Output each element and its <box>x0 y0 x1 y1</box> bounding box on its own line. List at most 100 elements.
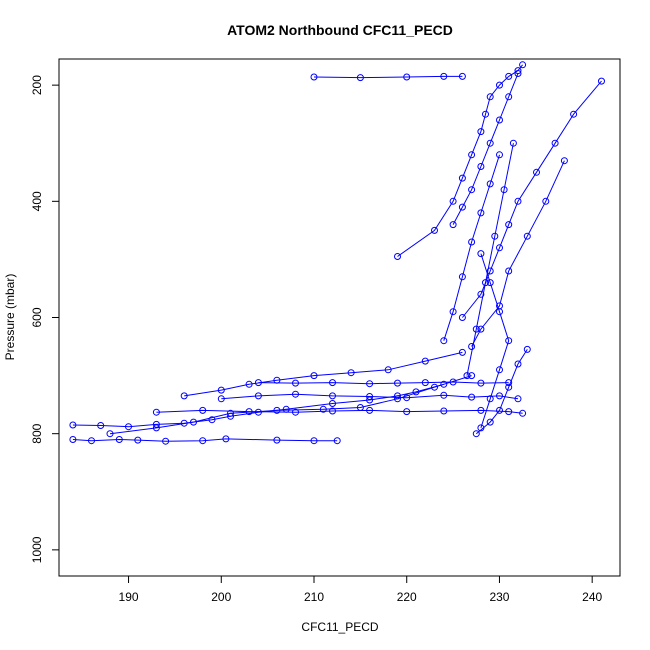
data-point <box>356 74 364 82</box>
data-point <box>440 391 448 399</box>
data-point <box>199 406 207 414</box>
data-point <box>245 380 253 388</box>
series-line <box>72 438 338 442</box>
data-point <box>458 203 466 211</box>
series-line <box>221 393 519 400</box>
data-point <box>477 379 485 387</box>
data-point <box>570 110 578 118</box>
x-tick-label: 190 <box>119 590 139 604</box>
data-point <box>449 378 457 386</box>
data-point <box>347 369 355 377</box>
data-point <box>514 197 522 205</box>
data-point <box>496 81 503 89</box>
data-point <box>319 405 327 413</box>
data-point <box>384 366 392 374</box>
x-tick-label: 230 <box>489 590 509 604</box>
data-point <box>500 186 508 194</box>
data-point <box>431 226 438 234</box>
data-point <box>514 395 522 403</box>
data-point <box>449 221 457 229</box>
data-point <box>486 139 494 147</box>
data-point <box>468 343 476 350</box>
data-point <box>440 407 448 415</box>
data-point <box>509 139 517 147</box>
plot-frame <box>58 58 621 577</box>
y-tick-label: 400 <box>30 191 44 211</box>
data-point <box>292 408 299 416</box>
data-point <box>486 395 494 403</box>
x-axis-label: CFC11_PECD <box>301 620 378 634</box>
data-point <box>333 437 341 445</box>
data-point <box>482 279 489 287</box>
data-point <box>97 422 105 429</box>
x-tick-label: 220 <box>397 590 417 604</box>
data-point <box>496 308 503 316</box>
data-point <box>449 197 457 205</box>
data-point <box>519 409 527 417</box>
data-point <box>292 379 299 387</box>
data-point <box>496 116 503 124</box>
data-point <box>496 151 503 159</box>
data-point <box>477 163 485 170</box>
data-point <box>468 238 476 246</box>
data-point <box>125 423 132 431</box>
data-point <box>449 308 457 316</box>
data-point <box>486 279 494 287</box>
data-point <box>217 395 225 403</box>
data-point <box>329 379 336 387</box>
data-point <box>505 337 513 345</box>
data-point <box>477 209 485 217</box>
data-point <box>505 383 513 391</box>
data-point <box>472 325 480 333</box>
data-point <box>477 424 485 432</box>
series-line <box>109 375 472 435</box>
data-point <box>468 372 476 380</box>
data-point <box>208 416 216 424</box>
data-point <box>468 151 476 159</box>
data-point <box>394 253 401 260</box>
data-point <box>217 386 225 394</box>
data-point <box>477 406 485 414</box>
data-point <box>180 392 188 400</box>
data-point <box>486 418 494 426</box>
data-point <box>254 379 262 387</box>
data-point <box>598 77 605 85</box>
data-point <box>458 273 466 281</box>
data-point <box>560 157 568 165</box>
data-point <box>440 72 448 80</box>
series-line <box>471 160 565 347</box>
x-tick-label: 200 <box>211 590 231 604</box>
data-point <box>505 72 513 80</box>
data-point <box>486 93 494 101</box>
x-tick-label: 240 <box>582 590 602 604</box>
data-point <box>190 418 197 426</box>
data-point <box>366 380 374 388</box>
data-point <box>431 383 438 391</box>
series-line <box>258 381 509 385</box>
data-point <box>69 436 77 443</box>
data-point <box>329 392 336 400</box>
data-point <box>162 437 170 445</box>
data-point <box>458 314 466 321</box>
data-point <box>551 139 559 147</box>
series-line <box>397 64 523 257</box>
data-point <box>115 436 123 443</box>
data-point <box>519 61 527 69</box>
data-point <box>458 72 466 80</box>
x-axis: 190 200 210 220 230 240 <box>119 576 603 604</box>
data-point <box>468 186 476 194</box>
data-point <box>134 436 142 444</box>
series-line <box>466 143 514 376</box>
data-point <box>421 357 429 365</box>
plot-area <box>69 61 605 445</box>
data-point <box>472 430 480 438</box>
data-point <box>542 197 550 205</box>
data-point <box>477 290 485 298</box>
data-point <box>533 168 540 176</box>
y-axis-label: Pressure (mbar) <box>3 274 17 361</box>
y-tick-label: 600 <box>30 307 44 327</box>
data-point <box>366 393 374 400</box>
data-point <box>514 360 522 368</box>
data-point <box>496 392 503 400</box>
